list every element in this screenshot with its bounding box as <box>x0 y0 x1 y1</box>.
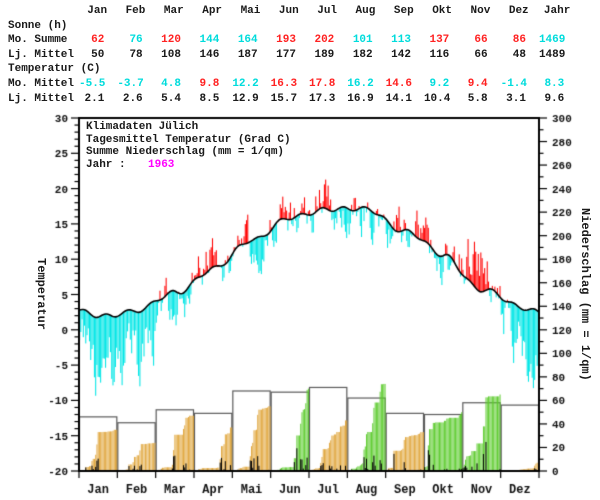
table-cell: 3.1 <box>506 92 526 105</box>
annotation-year-row: Jahr : 1963 <box>86 159 291 172</box>
table-section-label: Temperatur (C) <box>8 63 101 76</box>
table-cell: 182 <box>352 48 373 61</box>
table-cell: 4.8 <box>161 77 181 90</box>
table-month-header: Aug <box>355 5 376 17</box>
table-cell: 76 <box>129 34 143 47</box>
table-cell: 16.9 <box>347 92 374 105</box>
table-row-label: Mo. Mittel <box>8 77 75 90</box>
left-axis-title: Temperatur <box>34 258 48 331</box>
table-cell: 8.5 <box>199 92 220 105</box>
table-cell: 62 <box>91 34 105 47</box>
table-cell: 50 <box>91 48 105 61</box>
table-row-label: Mo. Summe <box>8 34 68 47</box>
table-cell: 17.8 <box>308 77 336 90</box>
table-month-header: Jun <box>278 5 299 17</box>
table-row: Mo. Summe 62 76 120 144 164 193 202 101 113 137 66 8… <box>0 33 600 48</box>
table-cell: -1.4 <box>500 77 528 90</box>
table-cell: 116 <box>429 48 450 61</box>
table-cell: 144 <box>199 34 220 47</box>
annotation-title: Klimadaten Jülich <box>86 121 199 133</box>
climate-table: Jan Feb Mar Apr Mai Jun Jul Aug Sep Okt Nov Dez Jahr… <box>0 4 600 106</box>
table-row: Lj. Mittel 2.1 2.6 5.4 8.5 12.9 15.7 17.3 16.9 14… <box>0 92 600 107</box>
table-cell: 5.4 <box>161 92 181 105</box>
table-month-header: Jan <box>87 5 108 17</box>
table-month-header: Nov <box>470 5 491 17</box>
table-month-header: Apr <box>202 5 223 17</box>
year-label: Jahr : <box>86 158 126 171</box>
table-month-header: Mai <box>240 5 261 17</box>
table-cell: 48 <box>512 48 526 61</box>
table-month-header: Feb <box>125 5 146 17</box>
table-cell: 1489 <box>538 48 566 61</box>
table-cell: 113 <box>391 34 411 47</box>
table-cell: 66 <box>474 48 488 61</box>
table-cell: 177 <box>276 48 296 61</box>
table-corner <box>0 4 79 19</box>
table-cell: 16.2 <box>347 77 374 90</box>
table-cell: 12.9 <box>232 92 259 105</box>
table-cell: 8.3 <box>544 77 565 90</box>
table-cell: -3.7 <box>117 77 144 90</box>
table-month-header: Jul <box>317 5 338 17</box>
table-cell: 16.3 <box>270 77 298 90</box>
year-value: 1963 <box>148 158 175 171</box>
table-row-label: Lj. Mittel <box>8 48 75 61</box>
annotation-temp-line: Tagesmittel Temperatur (Grad C) <box>86 133 291 146</box>
table-cell: 2.1 <box>84 92 105 105</box>
table-cell: 2.6 <box>122 92 143 105</box>
table-cell: 15.7 <box>270 92 298 105</box>
table-row-label: Lj. Mittel <box>8 92 75 105</box>
table-cell: 1469 <box>538 34 566 47</box>
table-row: Mo. Mittel -5.5 -3.7 4.8 9.8 12.2 16.3 17.8 16.2… <box>0 77 600 92</box>
table-cell: 164 <box>237 34 258 47</box>
table-cell: 78 <box>129 48 143 61</box>
table-cell: 9.6 <box>544 92 565 105</box>
table-month-header: Sep <box>393 5 414 17</box>
table-cell: 137 <box>429 34 450 47</box>
table-cell: 5.8 <box>467 92 488 105</box>
table-header-row: Jan Feb Mar Apr Mai Jun Jul Aug Sep Okt Nov Dez Jahr <box>0 4 600 19</box>
table-cell: 86 <box>512 34 526 47</box>
table-cell: 108 <box>161 48 181 61</box>
table-cell: -5.5 <box>79 77 106 90</box>
table-section-row: Temperatur (C) <box>0 62 600 77</box>
right-axis-title: Niederschlag (mm = 1/qm) <box>578 208 592 381</box>
table-cell: 9.8 <box>199 77 220 90</box>
table-cell: 9.4 <box>467 77 488 90</box>
table-month-header: Okt <box>432 5 453 17</box>
table-cell: 12.2 <box>232 77 259 90</box>
annotation-precip-line: Summe Niederschlag (mm = 1/qm) <box>86 146 285 159</box>
table-cell: 9.2 <box>429 77 450 90</box>
table-cell: 202 <box>314 34 335 47</box>
table-cell: 101 <box>352 34 373 47</box>
table-cell: 66 <box>474 34 488 47</box>
table-cell: 14.1 <box>385 92 413 105</box>
table-section-row: Sonne (h) <box>0 19 600 34</box>
table-cell: 17.3 <box>308 92 336 105</box>
table-cell: 146 <box>199 48 220 61</box>
table-cell: 10.4 <box>423 92 451 105</box>
table-cell: 193 <box>276 34 296 47</box>
table-month-header: Dez <box>508 5 529 17</box>
table-cell: 142 <box>391 48 411 61</box>
table-cell: 189 <box>314 48 335 61</box>
table-cell: 14.6 <box>385 77 413 90</box>
chart-annotation: Klimadaten Jülich Tagesmittel Temperatur… <box>86 121 291 171</box>
table-row: Lj. Mittel 50 78 108 146 187 177 189 182 142 116 66… <box>0 48 600 63</box>
table-month-header: Mar <box>163 5 184 17</box>
table-month-header: Jahr <box>543 5 571 17</box>
table-cell: 120 <box>161 34 181 47</box>
table-section-label: Sonne (h) <box>8 19 68 32</box>
table-cell: 187 <box>237 48 258 61</box>
